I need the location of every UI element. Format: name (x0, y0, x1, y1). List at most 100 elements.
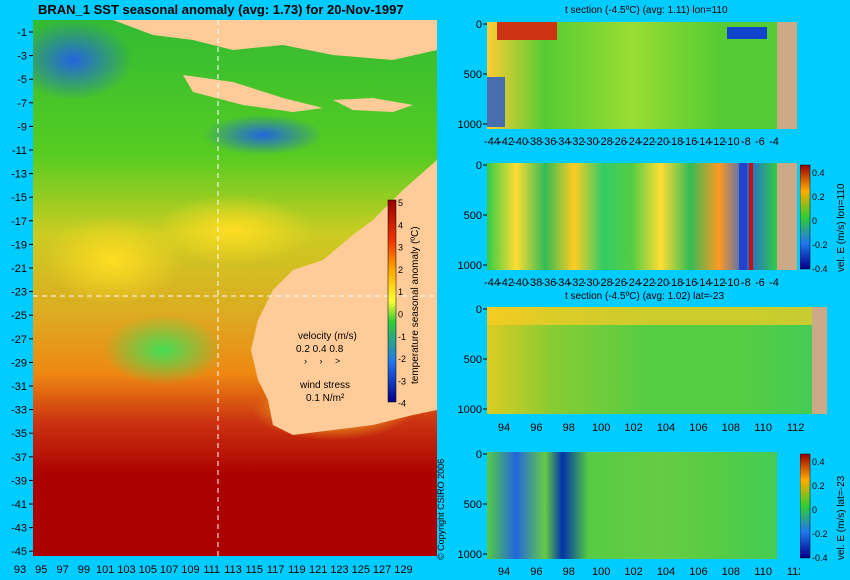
panel-colorbar-tick-label: -0.4 (812, 264, 828, 274)
velocity-scale: 0.2 0.4 0.8 (296, 344, 344, 355)
panel-x-tick-label: -4 (769, 277, 779, 289)
map-x-tick-label: 93 (14, 564, 26, 576)
panel-x-tick-label: -22 (639, 136, 655, 148)
panel4-y-ticks: 0 500 1000 (458, 449, 487, 560)
map-y-tick-label: -37 (11, 452, 27, 464)
map-y-tick-label: -5 (17, 74, 27, 86)
map-y-tick-label: -15 (11, 192, 27, 204)
panel-x-tick-label: 104 (657, 422, 675, 434)
map-x-tick-label: 99 (78, 564, 90, 576)
panel-x-tick-label: 98 (563, 422, 575, 434)
panel4-colorbar (800, 453, 811, 559)
map-x-tick-label: 117 (267, 564, 285, 576)
panel3-y-ticks: 0 500 1000 (458, 304, 487, 415)
panel4-colorbar-label: vel. E (m/s) lat=-23 (836, 475, 847, 560)
map-x-tick-label: 101 (96, 564, 114, 576)
panel1-x-ticks: -44-42-40-38-36-34-32-30-28-26-24-22-20-… (484, 136, 779, 148)
panel-colorbar-tick-label: 0.2 (812, 481, 825, 491)
panel-colorbar-tick-label: -0.2 (812, 240, 828, 250)
map-y-tick-label: -41 (11, 499, 27, 511)
map-y-tick-label: -21 (11, 263, 27, 275)
panel-y-tick-label: 1000 (458, 260, 482, 271)
map-x-tick-label: 103 (117, 564, 135, 576)
panel-x-tick-label: -40 (512, 136, 528, 148)
panel-x-tick-label: 96 (530, 422, 542, 434)
panel-y-tick-label: 500 (464, 210, 482, 222)
panel-x-tick-label: -10 (724, 136, 740, 148)
map-y-tick-label: -7 (17, 98, 27, 110)
map-y-tick-label: -35 (11, 428, 27, 440)
panel-y-tick-label: 1000 (458, 549, 482, 560)
panel-x-tick-label: -34 (555, 277, 571, 289)
panel-x-tick-label: -24 (625, 277, 641, 289)
panel-x-tick-label: 110 (754, 422, 772, 434)
panel-x-tick-label: -30 (583, 136, 599, 148)
map-x-tick-label: 113 (224, 564, 242, 576)
panel-x-tick-label: 100 (592, 422, 610, 434)
sst-colorbar-label: temperature seasonal anomaly (ºC) (410, 226, 421, 384)
panel-x-tick-label: -28 (597, 136, 613, 148)
sst-colorbar-tick-label: 2 (398, 265, 403, 275)
map-x-tick-label: 111 (203, 564, 220, 576)
panel-x-tick-label: -22 (639, 277, 655, 289)
map-y-tick-label: -43 (11, 523, 27, 535)
velocity-label: velocity (m/s) (298, 331, 357, 342)
panel-x-tick-label: -16 (681, 136, 697, 148)
panel-x-tick-label: -16 (681, 277, 697, 289)
map-y-ticks: -1 -3 -5 -7 -9 -11 -13 -15 -17 -19 -21 -23 -25 -27 -29… (11, 27, 33, 558)
map-y-tick-label: -23 (11, 287, 27, 299)
panel1-title: t section (-4.5ºC) (avg: 1.11) lon=110 (565, 5, 728, 16)
panel-x-tick-label: -10 (724, 277, 740, 289)
wind-value: 0.1 N/m² (306, 393, 345, 404)
panel2-colorbar (800, 164, 811, 270)
map-x-tick-label: 95 (35, 564, 47, 576)
sst-colorbar-tick-label: 4 (398, 220, 403, 230)
panel-y-tick-label: 0 (476, 19, 482, 31)
sst-colorbar-tick-label: -1 (398, 332, 406, 342)
map-y-tick-label: -13 (11, 169, 27, 181)
map-y-tick-label: -3 (17, 51, 27, 63)
panel-y-tick-label: 500 (464, 69, 482, 81)
map-y-tick-label: -29 (11, 357, 27, 369)
panel3-title: t section (-4.5ºC) (avg: 1.02) lat=-23 (565, 291, 724, 302)
panel2-plot (487, 163, 797, 270)
map-x-tick-label: 125 (352, 564, 370, 576)
panel-colorbar-tick-label: -0.2 (812, 529, 828, 539)
panel-x-tick-label: 112 (787, 422, 805, 434)
panel-x-tick-label: -42 (498, 277, 514, 289)
panel-x-tick-label: -40 (512, 277, 528, 289)
panel-x-tick-label: 106 (689, 566, 707, 578)
panel-x-tick-label: -36 (540, 277, 556, 289)
panel-x-tick-label: 94 (498, 422, 510, 434)
sst-colorbar-ticks: 5 4 3 2 1 0 -1 -2 -3 -4 (398, 198, 406, 408)
panel-y-tick-label: 1000 (458, 404, 482, 415)
panel-x-tick-label: -32 (569, 136, 585, 148)
map-x-tick-label: 119 (288, 564, 306, 576)
panel-x-tick-label: 110 (754, 566, 772, 578)
map-y-tick-label: -17 (11, 216, 27, 228)
sst-colorbar-tick-label: 5 (398, 198, 403, 208)
panel-x-tick-label: -34 (555, 136, 571, 148)
map-x-tick-label: 105 (139, 564, 157, 576)
panel3-plot (487, 307, 827, 414)
panel-y-tick-label: 500 (464, 354, 482, 366)
copyright-text: © Copyright CSIRO 2006 (436, 458, 446, 560)
map-x-tick-label: 97 (56, 564, 68, 576)
panel-x-tick-label: -14 (696, 136, 712, 148)
panel-colorbar-tick-label: 0.2 (812, 192, 825, 202)
map-x-ticks: 93 95 97 99 101 103 105 107 109 111 113 115 117 119 12… (14, 564, 413, 576)
map-x-tick-label: 115 (246, 564, 264, 576)
panel-x-tick-label: -28 (597, 277, 613, 289)
panel2-y-ticks: 0 500 1000 (458, 160, 487, 271)
panel-colorbar-tick-label: 0 (812, 216, 817, 226)
panel2-colorbar-label: vel. E (m/s) lon=110 (836, 183, 847, 272)
panel-y-tick-label: 0 (476, 160, 482, 172)
panel-x-tick-label: 108 (722, 422, 740, 434)
panel-x-tick-label: -38 (526, 277, 542, 289)
panel1-y-ticks: 0 500 1000 (458, 19, 487, 130)
panel-x-tick-label: -18 (667, 277, 683, 289)
panel-x-tick-label: 100 (592, 566, 610, 578)
panel-x-tick-label: 96 (530, 566, 542, 578)
panel-x-tick-label: -20 (653, 136, 669, 148)
panel-x-tick-label: -8 (741, 136, 751, 148)
